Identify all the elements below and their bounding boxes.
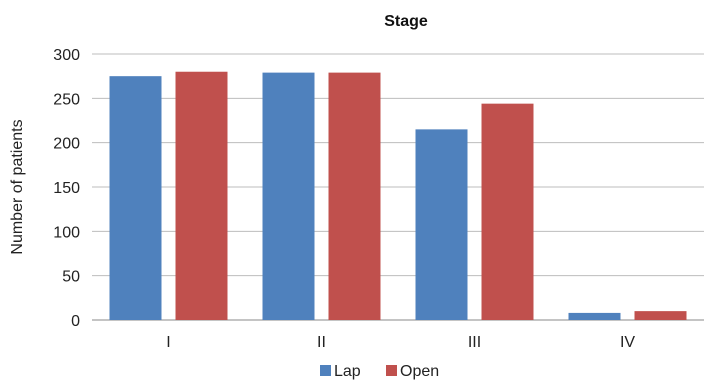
bar-lap-ii (262, 72, 315, 321)
bar-lap-iv (568, 312, 621, 320)
legend-swatch-lap (320, 365, 331, 376)
y-axis-title: Number of patients (9, 119, 26, 254)
bar-open-ii (328, 72, 381, 321)
bar-lap-iii (415, 129, 468, 320)
x-tick-label: III (468, 334, 481, 351)
y-tick-label: 150 (53, 180, 80, 197)
bar-open-i (175, 71, 228, 320)
x-tick-label: I (166, 334, 170, 351)
bar-open-iii (481, 103, 534, 320)
y-tick-label: 50 (62, 269, 80, 286)
bars (109, 71, 687, 321)
y-tick-label: 100 (53, 224, 80, 241)
x-tick-label: IV (620, 334, 635, 351)
chart-title: Stage (384, 13, 428, 30)
y-axis-ticks: 0 50 100 150 200 250 300 (53, 47, 80, 330)
legend-swatch-open (386, 365, 397, 376)
legend-label-lap: Lap (334, 363, 361, 380)
x-axis-ticks: I II III IV (166, 334, 635, 351)
y-tick-label: 250 (53, 91, 80, 108)
legend: Lap Open (320, 363, 439, 380)
y-tick-label: 0 (71, 313, 80, 330)
x-tick-label: II (317, 334, 326, 351)
bar-open-iv (634, 311, 687, 320)
bar-lap-i (109, 76, 162, 321)
legend-label-open: Open (400, 363, 439, 380)
y-tick-label: 200 (53, 136, 80, 153)
y-tick-label: 300 (53, 47, 80, 64)
